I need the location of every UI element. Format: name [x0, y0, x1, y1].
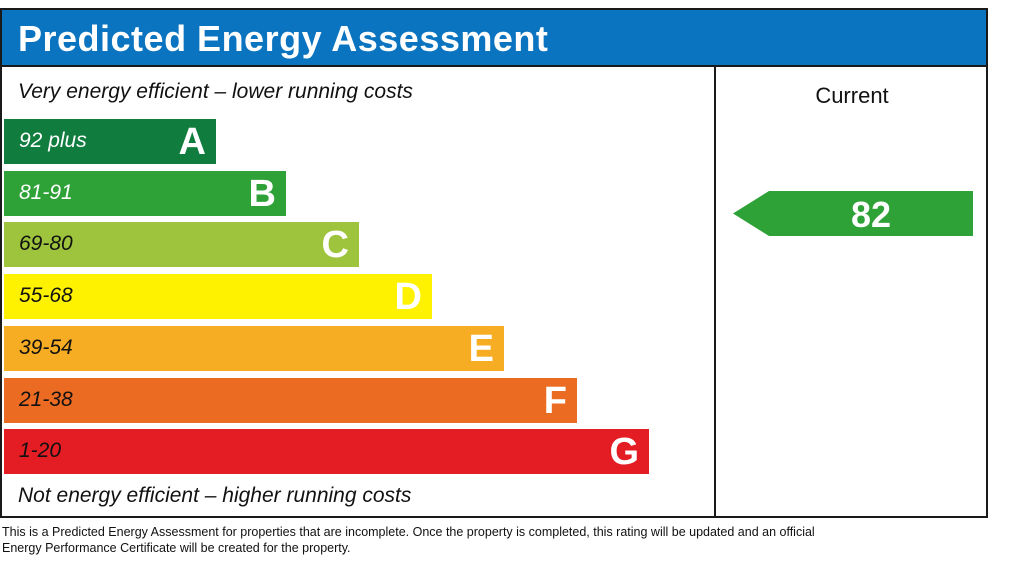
band-range-label: 1-20	[19, 439, 62, 462]
top-note: Very energy efficient – lower running co…	[18, 80, 413, 103]
band-range-label: 55-68	[19, 284, 73, 307]
band-g: 1-20 G	[4, 429, 649, 474]
current-rating-value: 82	[850, 194, 892, 235]
band-e: 39-54 E	[4, 326, 504, 371]
band-range-label: 21-38	[19, 388, 73, 411]
energy-rating-chart: Predicted Energy Assessment Very energy …	[0, 8, 988, 518]
band-b: 81-91 B	[4, 171, 286, 216]
chart-title: Predicted Energy Assessment	[18, 18, 549, 59]
footnote: This is a Predicted Energy Assessment fo…	[2, 525, 815, 555]
band-letter: B	[248, 173, 276, 215]
band-letter: E	[468, 328, 494, 370]
band-letter: D	[394, 276, 422, 318]
band-f: 21-38 F	[4, 378, 577, 423]
bottom-note: Not energy efficient – higher running co…	[18, 484, 412, 507]
band-c: 69-80 C	[4, 222, 359, 267]
band-letter: G	[609, 431, 639, 473]
band-letter: C	[321, 224, 349, 266]
band-letter: A	[178, 121, 206, 163]
band-a: 92 plus A	[4, 119, 216, 164]
band-letter: F	[543, 380, 567, 422]
current-column-title: Current	[815, 83, 889, 108]
column-divider	[714, 67, 716, 516]
band-range-label: 81-91	[19, 181, 73, 204]
current-rating-arrow: 82	[733, 191, 973, 236]
title-bar: Predicted Energy Assessment	[2, 10, 986, 67]
band-range-label: 69-80	[19, 232, 73, 255]
band-range-label: 92 plus	[19, 129, 87, 152]
band-d: 55-68 D	[4, 274, 432, 319]
band-range-label: 39-54	[19, 336, 73, 359]
